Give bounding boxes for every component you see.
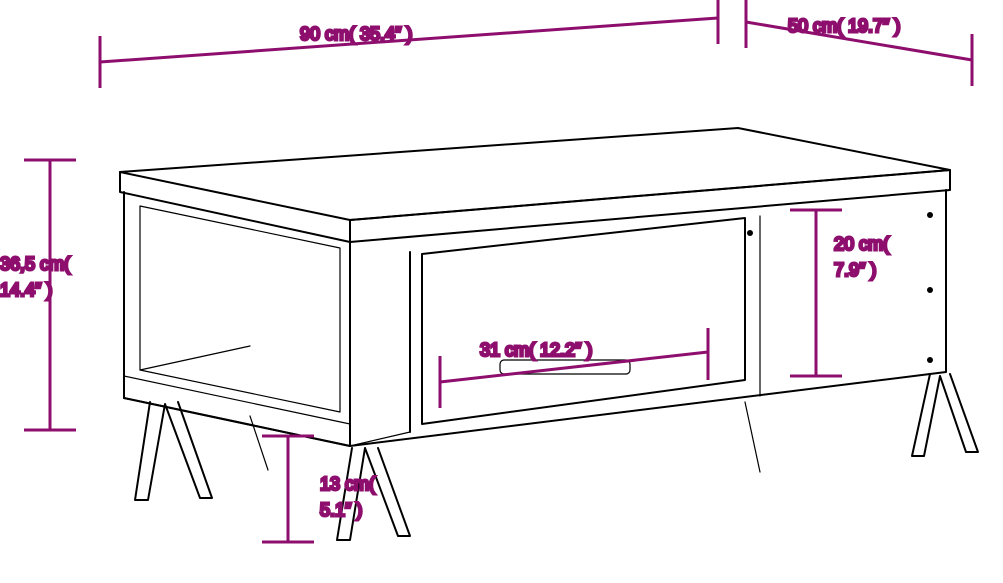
dim-depth: 50 cm( 19.7″ ) (746, 0, 972, 86)
dim-height-label-cm: 36,5 cm( (0, 254, 70, 274)
dim-height-label-in: 14.4″ ) (0, 280, 52, 300)
dim-drawer-height-cm: 20 cm( (834, 234, 889, 254)
dim-drawer-width: 31 cm( 12.2″ ) (440, 328, 708, 408)
dim-drawer-width-label: 31 cm( 12.2″ ) (480, 340, 592, 360)
dimension-drawing: 90 cm( 35.4″ ) 50 cm( 19.7″ ) 36,5 cm( 1… (0, 0, 1003, 583)
dim-height: 36,5 cm( 14.4″ ) (0, 160, 76, 430)
table-line-art (120, 128, 978, 540)
dim-drawer-height: 20 cm( 7.9″ ) (790, 210, 889, 376)
dim-leg-height: 13 cm( 5.1″ ) (262, 436, 375, 542)
dim-drawer-height-in: 7.9″ ) (834, 260, 876, 280)
dim-depth-label: 50 cm( 19.7″ ) (788, 16, 900, 36)
dim-width: 90 cm( 35.4″ ) (100, 0, 718, 88)
dim-leg-height-in: 5.1″ ) (320, 500, 362, 520)
dim-width-label: 90 cm( 35.4″ ) (300, 24, 412, 44)
dim-leg-height-cm: 13 cm( (320, 474, 375, 494)
dimensions: 90 cm( 35.4″ ) 50 cm( 19.7″ ) 36,5 cm( 1… (0, 0, 972, 542)
